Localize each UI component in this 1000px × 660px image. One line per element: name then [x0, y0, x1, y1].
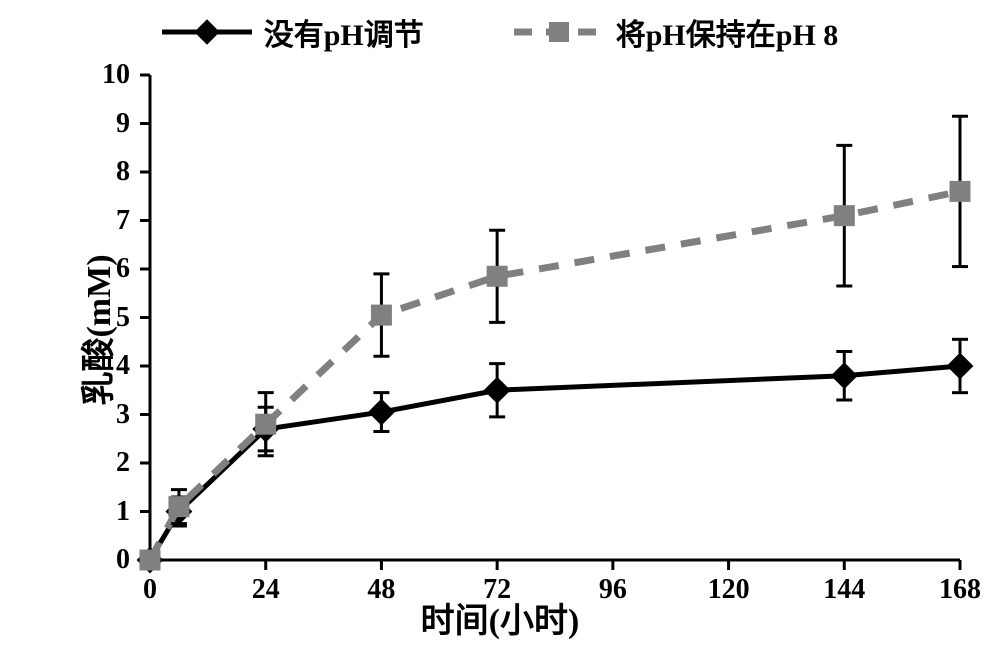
line-chart — [0, 0, 1000, 660]
x-tick-label: 168 — [939, 574, 981, 606]
y-tick-label: 2 — [70, 447, 130, 479]
x-tick-label: 0 — [143, 574, 157, 606]
x-tick-label: 72 — [483, 574, 511, 606]
y-tick-label: 9 — [70, 108, 130, 140]
y-tick-label: 6 — [70, 253, 130, 285]
y-tick-label: 7 — [70, 205, 130, 237]
y-tick-label: 8 — [70, 156, 130, 188]
y-tick-label: 0 — [70, 544, 130, 576]
x-tick-label: 96 — [599, 574, 627, 606]
x-tick-label: 48 — [367, 574, 395, 606]
y-tick-label: 5 — [70, 302, 130, 334]
y-tick-label: 4 — [70, 350, 130, 382]
y-tick-label: 1 — [70, 496, 130, 528]
x-tick-label: 144 — [823, 574, 865, 606]
x-tick-label: 120 — [708, 574, 750, 606]
x-tick-label: 24 — [252, 574, 280, 606]
y-tick-label: 10 — [70, 59, 130, 91]
y-tick-label: 3 — [70, 399, 130, 431]
